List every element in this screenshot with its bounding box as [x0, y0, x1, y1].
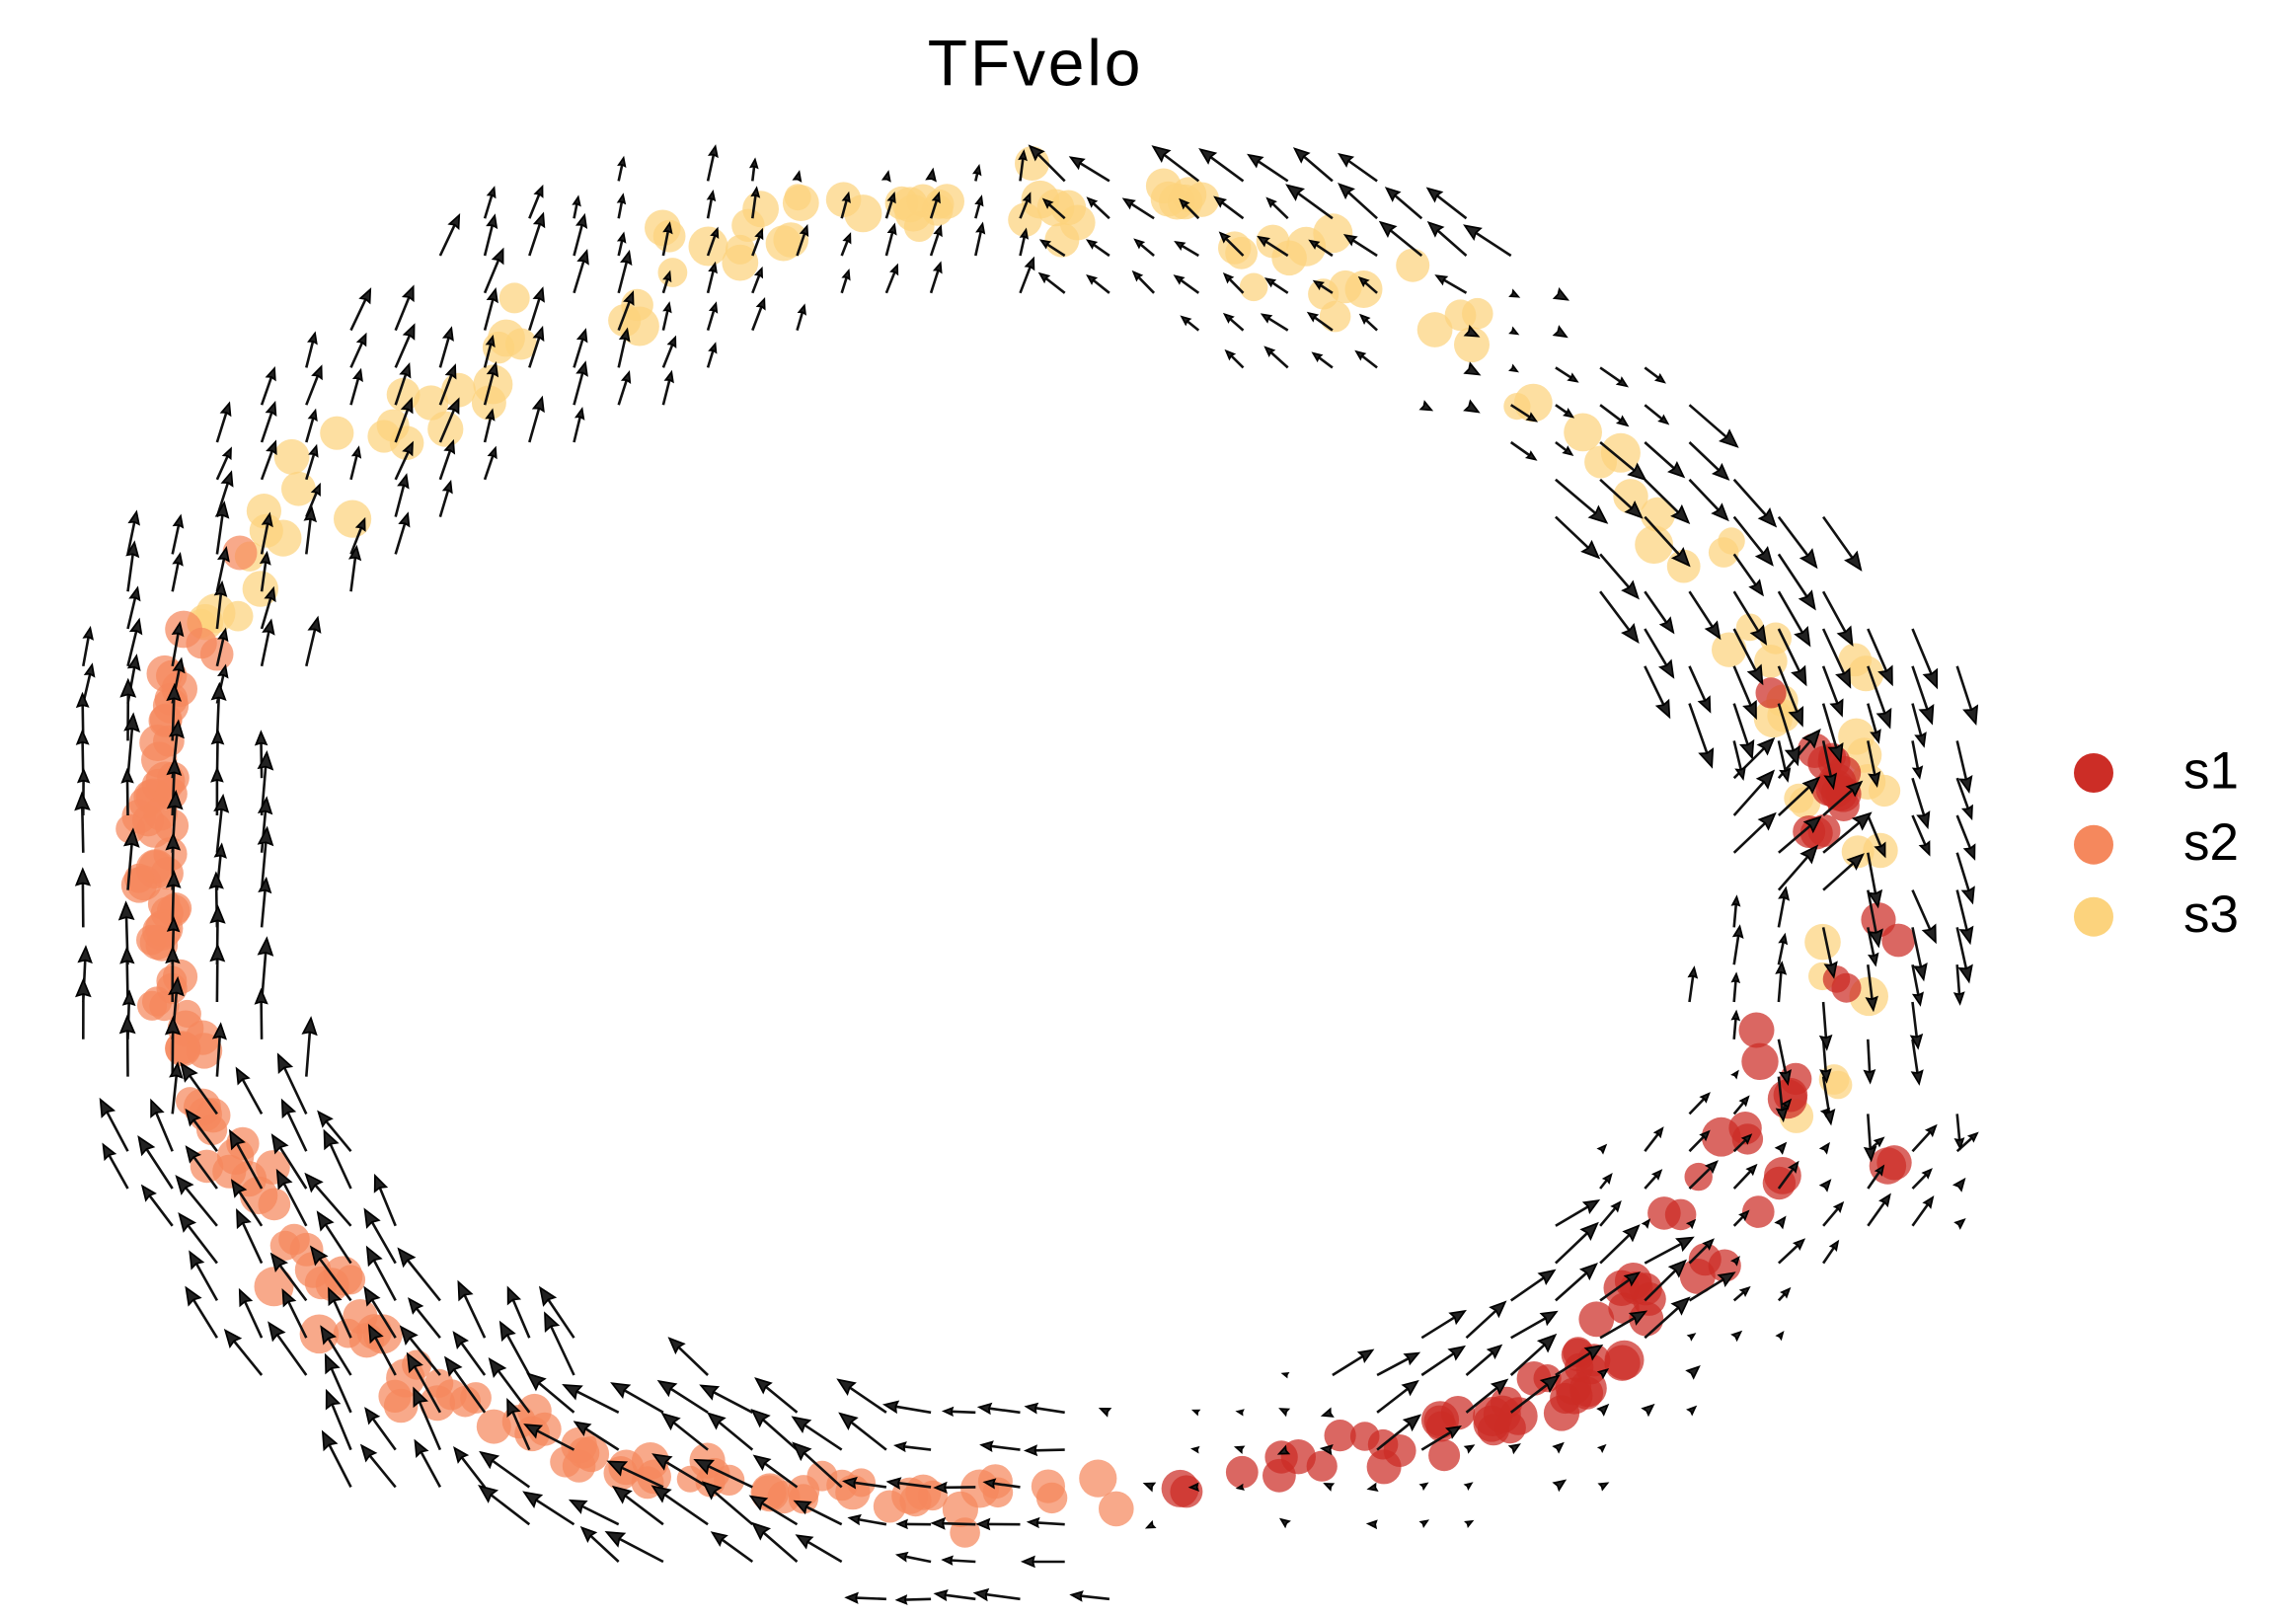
svg-text:s2: s2 [2183, 813, 2239, 872]
svg-text:TFvelo: TFvelo [928, 27, 1144, 100]
svg-text:s3: s3 [2183, 886, 2239, 944]
svg-text:s1: s1 [2183, 742, 2239, 801]
